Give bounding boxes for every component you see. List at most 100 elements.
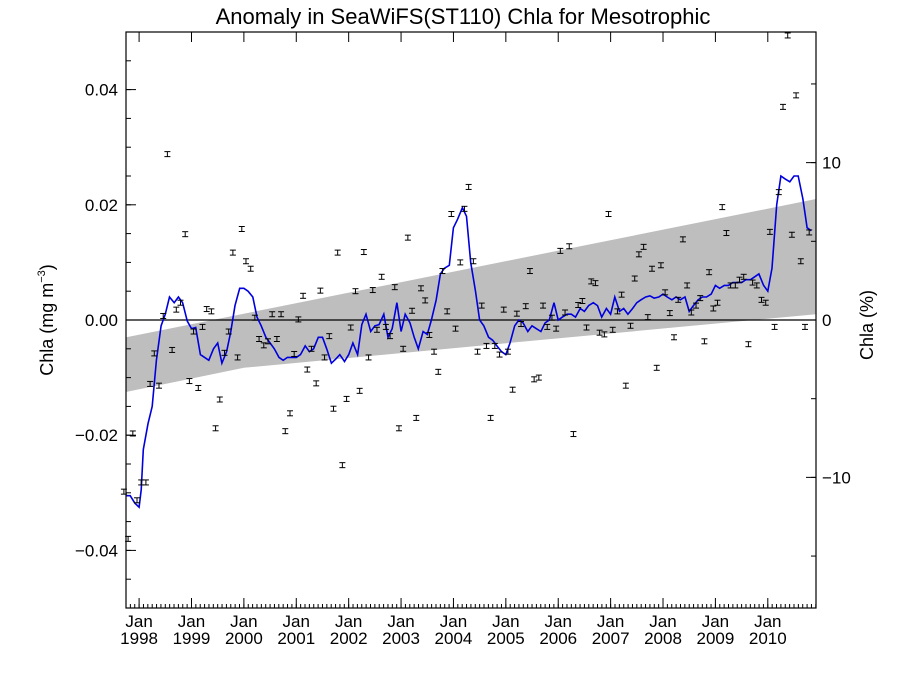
anomaly-point <box>605 211 612 218</box>
anomaly-point <box>300 292 307 299</box>
anomaly-point <box>186 378 193 385</box>
anomaly-point <box>352 288 359 295</box>
anomaly-point <box>688 309 695 316</box>
smoothed-anomaly-line <box>126 174 812 509</box>
anomaly-point <box>426 331 433 338</box>
anomaly-point <box>334 249 341 256</box>
anomaly-point <box>404 234 411 241</box>
anomaly-point <box>221 349 228 356</box>
anomaly-point <box>400 345 407 352</box>
anomaly-point <box>291 350 298 357</box>
x-tick-month: Jan <box>178 612 205 631</box>
anomaly-point <box>199 323 206 330</box>
x-tick-month: Jan <box>702 612 729 631</box>
anomaly-point <box>500 306 507 313</box>
anomaly-point <box>631 275 638 282</box>
anomaly-point <box>575 302 582 309</box>
anomaly-point <box>531 376 538 383</box>
anomaly-point <box>409 307 416 314</box>
anomaly-point <box>758 296 765 303</box>
anomaly-point <box>496 351 503 358</box>
x-tick-year: 2007 <box>592 629 630 648</box>
anomaly-point <box>417 285 424 292</box>
anomaly-point <box>570 431 577 438</box>
anomaly-point <box>801 323 808 330</box>
anomaly-point <box>378 273 385 280</box>
x-tick-year: 1998 <box>120 629 158 648</box>
x-tick-month: Jan <box>754 612 781 631</box>
anomaly-point <box>671 334 678 341</box>
anomaly-point <box>788 231 795 238</box>
anomaly-point <box>347 324 354 331</box>
anomaly-point <box>504 348 511 355</box>
anomaly-point <box>278 311 285 318</box>
anomaly-point <box>535 374 542 381</box>
anomaly-point <box>251 314 258 321</box>
anomaly-point <box>723 230 730 237</box>
anomaly-point <box>356 387 363 394</box>
y-axis-right: 10 0 −10 <box>806 83 851 557</box>
anomaly-point <box>697 295 704 302</box>
anomaly-point <box>326 333 333 340</box>
x-tick-month: Jan <box>597 612 624 631</box>
x-tick-year: 2002 <box>330 629 368 648</box>
anomaly-point <box>544 323 551 330</box>
x-tick-month: Jan <box>545 612 572 631</box>
anomaly-point <box>304 366 311 373</box>
anomaly-point <box>509 386 516 393</box>
anomaly-point <box>369 287 376 294</box>
anomaly-point <box>203 306 210 313</box>
trend-band <box>126 199 816 392</box>
anomaly-point <box>732 282 739 289</box>
anomaly-point <box>295 316 302 323</box>
x-tick-year: 2000 <box>225 629 263 648</box>
anomaly-point <box>208 308 215 315</box>
anomaly-point <box>238 225 245 232</box>
anomaly-point <box>439 268 446 275</box>
anomaly-point <box>609 326 616 333</box>
anomaly-point <box>745 341 752 348</box>
y2-tick-label: 10 <box>822 154 841 173</box>
anomaly-point <box>282 428 289 435</box>
anomaly-point <box>273 336 280 343</box>
anomaly-point <box>134 497 141 504</box>
anomaly-point <box>491 342 498 349</box>
x-tick-year: 2006 <box>539 629 577 648</box>
anomaly-point <box>548 314 555 321</box>
y-tick-label: −0.04 <box>75 541 118 560</box>
anomaly-point <box>138 479 145 486</box>
anomaly-point <box>365 354 372 361</box>
anomaly-point <box>173 306 180 313</box>
anomaly-point <box>675 296 682 303</box>
x-tick-year: 2003 <box>382 629 420 648</box>
anomaly-point <box>182 231 189 238</box>
chart-title: Anomaly in SeaWiFS(ST110) Chla for Mesot… <box>216 4 711 29</box>
anomaly-point <box>373 326 380 333</box>
anomaly-point <box>779 103 786 110</box>
anomaly-point <box>457 259 464 266</box>
anomaly-point <box>225 328 232 335</box>
anomaly-point <box>662 289 669 296</box>
anomaly-point <box>753 282 760 289</box>
anomaly-point <box>256 336 263 343</box>
anomaly-point <box>387 333 394 340</box>
x-tick-year: 2010 <box>749 629 787 648</box>
y-axis-left-label: Chla (mg m−3) <box>36 264 57 376</box>
anomaly-point <box>622 382 629 389</box>
x-tick-year: 2009 <box>696 629 734 648</box>
anomaly-point <box>147 380 154 387</box>
anomaly-point <box>448 211 455 218</box>
x-tick-year: 2008 <box>644 629 682 648</box>
anomaly-point <box>195 384 202 391</box>
anomaly-point <box>395 425 402 432</box>
anomaly-point <box>592 280 599 287</box>
anomaly-point <box>260 342 267 349</box>
y-tick-label: 0.04 <box>85 81 118 100</box>
anomaly-point <box>431 348 438 355</box>
anomaly-point <box>422 297 429 304</box>
anomaly-point <box>666 310 673 317</box>
x-axis: Jan1998Jan1999Jan2000Jan2001Jan2002Jan20… <box>120 32 817 648</box>
anomaly-point <box>679 236 686 243</box>
anomaly-point <box>339 462 346 469</box>
anomaly-point <box>601 331 608 338</box>
